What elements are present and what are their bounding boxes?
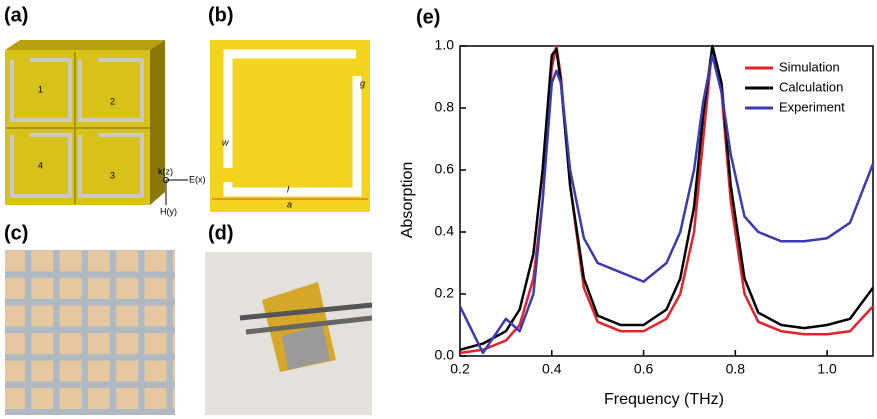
y-tick-label: 0.6 bbox=[435, 161, 455, 177]
x-tick-label: 0.4 bbox=[542, 361, 562, 377]
panel-label: (a) bbox=[4, 4, 28, 26]
y-tick-label: 0.2 bbox=[435, 285, 455, 301]
y-tick-label: 0.8 bbox=[435, 99, 455, 115]
legend-label: Simulation bbox=[779, 59, 840, 74]
panel-label: (d) bbox=[208, 222, 234, 244]
legend-label: Experiment bbox=[779, 99, 845, 114]
x-tick-label: 0.2 bbox=[450, 361, 470, 377]
sample-photo bbox=[205, 252, 373, 415]
cell-number: 3 bbox=[110, 170, 115, 180]
legend-label: Calculation bbox=[779, 79, 843, 94]
unit-cell-top: g w l a bbox=[210, 40, 370, 212]
x-tick-label: 0.6 bbox=[634, 361, 654, 377]
plot-frame bbox=[459, 45, 874, 357]
axis-label: H(y) bbox=[160, 206, 177, 216]
x-tick-label: 0.8 bbox=[726, 361, 746, 377]
cell-number: 4 bbox=[38, 160, 43, 170]
panel-label: (c) bbox=[4, 222, 28, 244]
dimension-label: g bbox=[360, 78, 365, 88]
dimension-label: a bbox=[287, 199, 292, 209]
series-line bbox=[458, 54, 875, 355]
panel-label: (e) bbox=[416, 6, 440, 28]
sample-micrograph bbox=[5, 250, 175, 415]
x-axis-title: Frequency (THz) bbox=[604, 391, 724, 408]
y-tick-label: 0.0 bbox=[435, 347, 455, 363]
dimension-label: l bbox=[287, 184, 290, 194]
y-tick-label: 1.0 bbox=[435, 37, 455, 53]
unit-cell-3d: 1 2 3 4 k(z) E(x) H(y) bbox=[5, 40, 206, 216]
cell-number: 1 bbox=[38, 84, 43, 94]
series-line bbox=[459, 44, 875, 352]
y-tick-label: 0.4 bbox=[435, 223, 455, 239]
panel-label: (b) bbox=[208, 4, 234, 26]
y-axis-title: Absorption bbox=[399, 162, 416, 239]
line-chart: Frequency (THz) Absorption bbox=[399, 162, 724, 408]
x-tick-label: 1.0 bbox=[817, 361, 837, 377]
dimension-label: w bbox=[222, 137, 229, 147]
axis-label: k(z) bbox=[158, 166, 173, 176]
cell-number: 2 bbox=[110, 96, 115, 106]
axis-label: E(x) bbox=[189, 174, 206, 184]
